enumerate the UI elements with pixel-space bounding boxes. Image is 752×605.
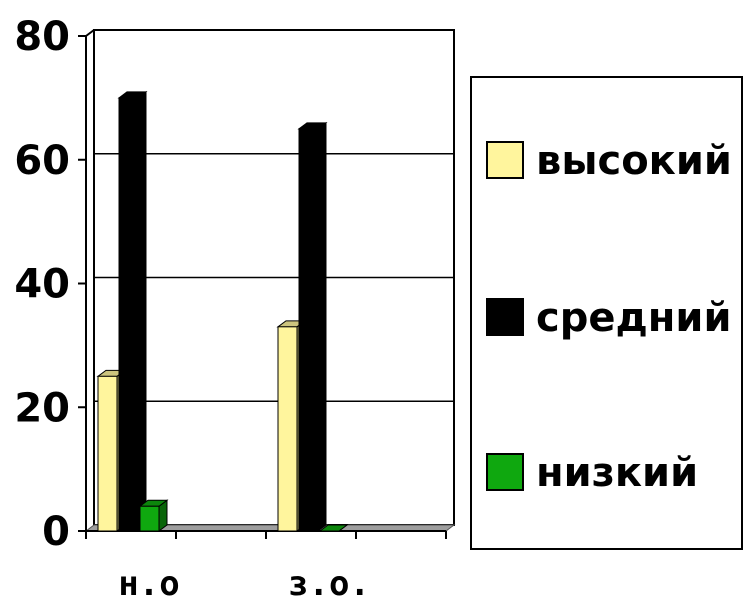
category-label: з.о. — [288, 564, 370, 604]
legend-items: высокий средний низкий — [486, 138, 732, 496]
legend-swatch — [486, 453, 524, 491]
y-tick-label: 0 — [42, 509, 70, 555]
y-axis-depth — [85, 29, 95, 37]
bar — [297, 121, 328, 532]
gridlines — [94, 29, 454, 402]
legend-label: средний — [536, 295, 731, 341]
legend-item: низкий — [486, 450, 698, 496]
bar-front — [277, 326, 298, 532]
bar-front — [118, 97, 139, 532]
legend-item: средний — [486, 295, 731, 341]
y-axis-ticks: 0 20 40 60 80 — [14, 14, 86, 555]
y-tick-label: 20 — [14, 385, 70, 431]
bars — [96, 90, 349, 532]
x-axis-ticks — [85, 531, 447, 539]
bar-front — [97, 375, 118, 532]
bar-side — [317, 121, 327, 532]
category-labels: н.о з.о. — [118, 564, 370, 604]
bar-front — [139, 505, 160, 532]
y-tick-label: 40 — [14, 262, 70, 308]
legend-swatch — [486, 141, 524, 179]
bar-top — [318, 524, 349, 532]
category-label: н.о — [118, 564, 179, 604]
bar — [117, 90, 148, 532]
legend-label: низкий — [536, 450, 698, 496]
y-tick-label: 80 — [14, 14, 70, 60]
bar-front — [298, 128, 319, 532]
bar — [318, 524, 349, 532]
y-tick-label: 60 — [14, 138, 70, 184]
bar — [138, 499, 169, 532]
legend-item: высокий — [486, 138, 732, 184]
legend-swatch — [486, 298, 524, 336]
legend-label: высокий — [536, 138, 732, 184]
bar-side — [137, 90, 147, 532]
